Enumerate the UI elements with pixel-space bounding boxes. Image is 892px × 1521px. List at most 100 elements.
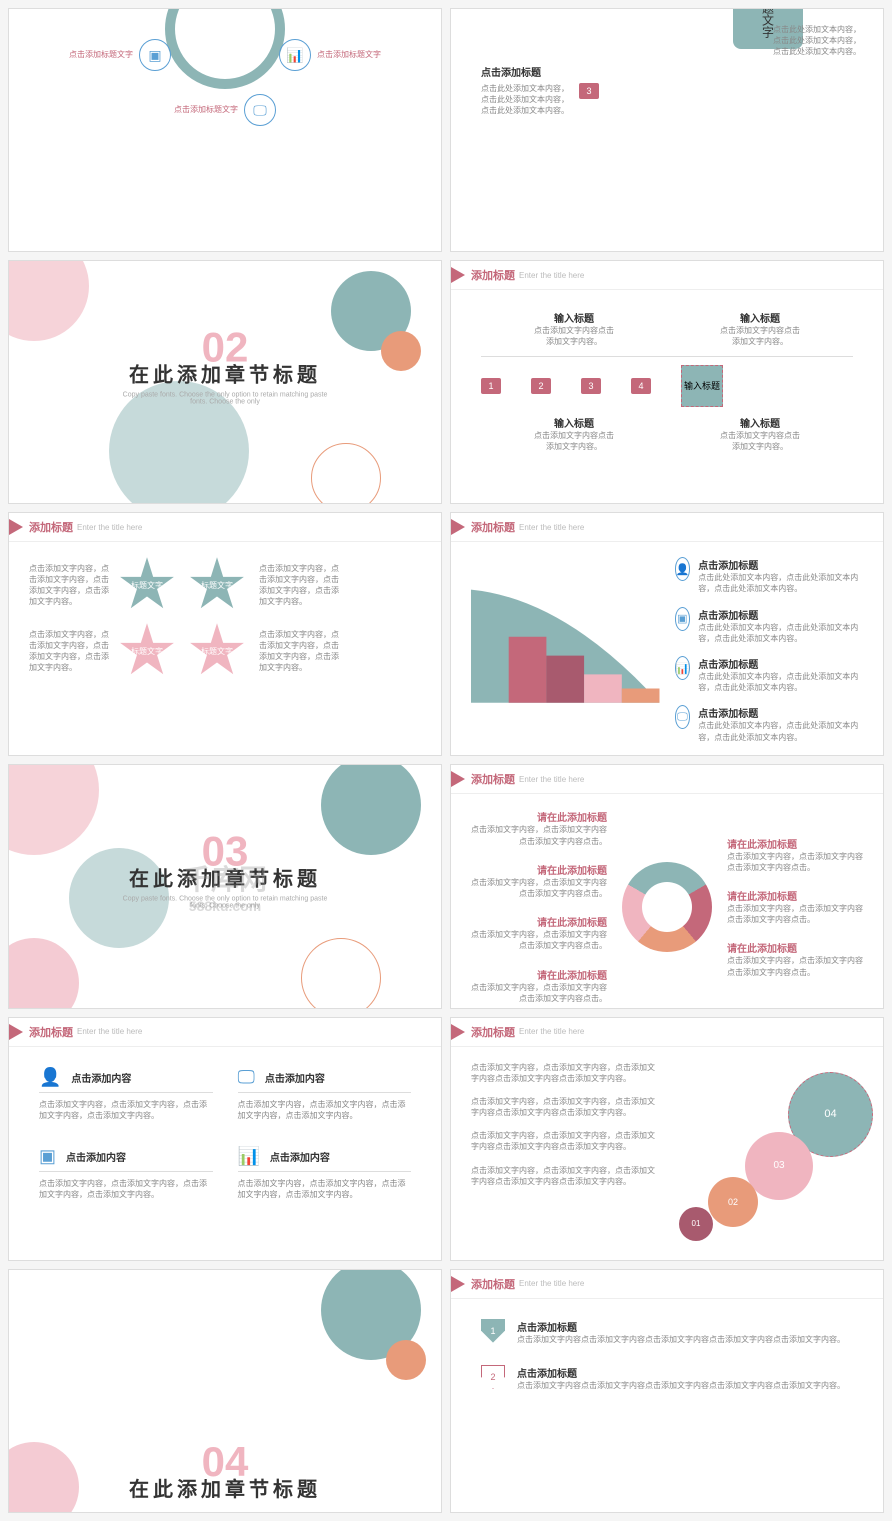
slide-1: 点击添加标题文字 ▣ 📊 点击添加标题文字 点击添加标题文字 🖵 — [8, 8, 442, 252]
board-icon: ▣ — [675, 607, 691, 631]
slide-5: 添加标题 Enter the title here 点击添加文字内容，点击添加文字… — [8, 512, 442, 756]
chart-icon: 📊 — [279, 39, 311, 71]
projector-icon: ▣ — [139, 39, 171, 71]
chart-icon: 📊 — [238, 1146, 260, 1167]
d4: 点击添加文字内容点击添加文字内容。 — [720, 430, 800, 452]
c3: 03 — [745, 1132, 813, 1200]
label-1: 点击添加标题文字 — [69, 49, 133, 60]
header-sub: Enter the title here — [519, 1279, 584, 1288]
header-title: 添加标题 — [471, 267, 515, 283]
star4: 标题文字 — [189, 623, 245, 679]
header-title: 添加标题 — [29, 1024, 73, 1040]
d2: 点击添加文字内容，点击添加文字内容，点击添加文字内容点击添加文字内容点击添加文字… — [471, 1096, 660, 1118]
d3: 点击添加文字内容点击添加文字内容。 — [534, 430, 614, 452]
slide-3-chapter: 02 在此添加章节标题 Copy paste fonts. Choose the… — [8, 260, 442, 504]
n1: 1 — [481, 378, 501, 394]
t2: 点击添加内容 — [265, 1070, 325, 1085]
d2: 点击添加文字内容，点击添加文字内容，点击添加文字内容，点击添加文字内容。 — [238, 1099, 412, 1121]
t1: 点击添加标题 — [698, 557, 863, 572]
monitor-icon: 🖵 — [675, 705, 691, 729]
d1: 点击添加文字内容，点击添加文字内容，点击添加文字内容，点击添加文字内容。 — [39, 1099, 213, 1121]
end-box: 输入标题 — [681, 365, 723, 407]
num-3: 3 — [579, 83, 599, 99]
n4: 4 — [631, 378, 651, 394]
t3: 输入标题 — [534, 415, 614, 430]
rd2: 点击添加文字内容，点击添加文字内容点击添加文字内容点击。 — [727, 903, 868, 925]
t3: 点击添加标题 — [698, 656, 863, 671]
header-sub: Enter the title here — [77, 1027, 142, 1036]
board-icon: ▣ — [39, 1146, 56, 1167]
chev1: 1 — [481, 1319, 505, 1343]
bar-icon: 📊 — [675, 656, 691, 680]
chapter-sub: Copy paste fonts. Choose the only option… — [117, 392, 333, 406]
slide-8: 添加标题Enter the title here 请在此添加标题点击添加文字内容… — [450, 764, 884, 1008]
t1: 点击添加标题 — [517, 1319, 845, 1334]
ld2: 点击添加文字内容，点击添加文字内容点击添加文字内容点击。 — [466, 877, 607, 899]
rt1: 请在此添加标题 — [727, 836, 868, 851]
t1: 输入标题 — [534, 310, 614, 325]
t2: 点击添加标题 — [698, 607, 863, 622]
item-title: 点击添加标题 — [481, 64, 599, 79]
header-sub: Enter the title here — [77, 523, 142, 532]
header-title: 添加标题 — [471, 519, 515, 535]
t3: 点击添加内容 — [66, 1149, 126, 1164]
slide-9: 添加标题Enter the title here 👤点击添加内容点击添加文字内容… — [8, 1017, 442, 1261]
d3: 点击此处添加文本内容，点击此处添加文本内容，点击此处添加文本内容。 — [698, 671, 863, 693]
slide-11-chapter: 04 在此添加章节标题 — [8, 1269, 442, 1513]
chapter-num-03: 03 — [202, 828, 249, 876]
label-2: 点击添加标题文字 — [317, 49, 381, 60]
chapter-sub: Copy paste fonts. Choose the only option… — [117, 896, 333, 910]
slide-6: 添加标题Enter the title here 👤点击添加标题点击此处添加文本… — [450, 512, 884, 756]
d4: 点击此处添加文本内容，点击此处添加文本内容，点击此处添加文本内容。 — [698, 720, 863, 742]
t4: 点击添加内容 — [270, 1149, 330, 1164]
n3: 3 — [581, 378, 601, 394]
header-title: 添加标题 — [471, 771, 515, 787]
slide-7-chapter: 03 在此添加章节标题 Copy paste fonts. Choose the… — [8, 764, 442, 1008]
lt4: 请在此添加标题 — [466, 967, 607, 982]
c1: 01 — [679, 1207, 713, 1241]
t4: 点击添加标题 — [698, 705, 863, 720]
d2: 点击添加文字内容点击添加文字内容。 — [720, 325, 800, 347]
header-title: 添加标题 — [471, 1276, 515, 1292]
slide-4: 添加标题Enter the title here 输入标题点击添加文字内容点击添… — [450, 260, 884, 504]
lt2: 请在此添加标题 — [466, 862, 607, 877]
lt3: 请在此添加标题 — [466, 914, 607, 929]
slide-2: 标题文字 点击此处添加文本内容，点击此处添加文本内容，点击此处添加文本内容。 点… — [450, 8, 884, 252]
chev2: 2 — [481, 1365, 505, 1389]
item-desc: 点击此处添加文本内容，点击此处添加文本内容，点击此处添加文本内容。 — [481, 83, 571, 117]
d3: 点击添加文字内容，点击添加文字内容，点击添加文字内容，点击添加文字内容。 — [39, 1178, 213, 1200]
d2: 点击添加文字内容点击添加文字内容点击添加文字内容点击添加文字内容点击添加文字内容… — [517, 1380, 845, 1391]
star2: 标题文字 — [189, 557, 245, 613]
d1: 点击此处添加文本内容，点击此处添加文本内容，点击此处添加文本内容。 — [698, 572, 863, 594]
d4: 点击添加文字内容，点击添加文字内容，点击添加文字内容点击添加文字内容点击添加文字… — [471, 1165, 660, 1187]
d3: 点击添加文字内容，点击添加文字内容，点击添加文字内容，点击添加文字内容。 — [29, 629, 109, 674]
d1: 点击添加文字内容，点击添加文字内容，点击添加文字内容，点击添加文字内容。 — [29, 563, 109, 608]
star3: 标题文字 — [119, 623, 175, 679]
ld1: 点击添加文字内容，点击添加文字内容点击添加文字内容点击。 — [466, 824, 607, 846]
header-title: 添加标题 — [471, 1024, 515, 1040]
t4: 输入标题 — [720, 415, 800, 430]
person-icon: 👤 — [39, 1067, 61, 1088]
lt1: 请在此添加标题 — [466, 809, 607, 824]
ld4: 点击添加文字内容，点击添加文字内容点击添加文字内容点击。 — [466, 982, 607, 1004]
d1: 点击添加文字内容点击添加文字内容。 — [534, 325, 614, 347]
desc-top: 点击此处添加文本内容，点击此处添加文本内容，点击此处添加文本内容。 — [773, 24, 863, 58]
t2: 点击添加标题 — [517, 1365, 845, 1380]
slide-10: 添加标题 Enter the title here 点击添加文字内容，点击添加文字… — [450, 1017, 884, 1261]
star1: 标题文字 — [119, 557, 175, 613]
header-sub: Enter the title here — [519, 775, 584, 784]
rd1: 点击添加文字内容，点击添加文字内容点击添加文字内容点击。 — [727, 851, 868, 873]
rt2: 请在此添加标题 — [727, 888, 868, 903]
header-sub: Enter the title here — [519, 523, 584, 532]
slide-12: 添加标题Enter the title here 1 点击添加标题点击添加文字内… — [450, 1269, 884, 1513]
chapter-num-02: 02 — [202, 324, 249, 372]
d1: 点击添加文字内容点击添加文字内容点击添加文字内容点击添加文字内容点击添加文字内容… — [517, 1334, 845, 1345]
chapter-num-04: 04 — [202, 1438, 249, 1486]
d3: 点击添加文字内容，点击添加文字内容，点击添加文字内容点击添加文字内容点击添加文字… — [471, 1130, 660, 1152]
screen-icon: 🖵 — [238, 1067, 255, 1088]
label-3: 点击添加标题文字 — [174, 104, 238, 115]
header-title: 添加标题 — [29, 519, 73, 535]
screen-icon: 🖵 — [244, 94, 276, 126]
header-sub: Enter the title here — [519, 1027, 584, 1036]
t2: 输入标题 — [720, 310, 800, 325]
